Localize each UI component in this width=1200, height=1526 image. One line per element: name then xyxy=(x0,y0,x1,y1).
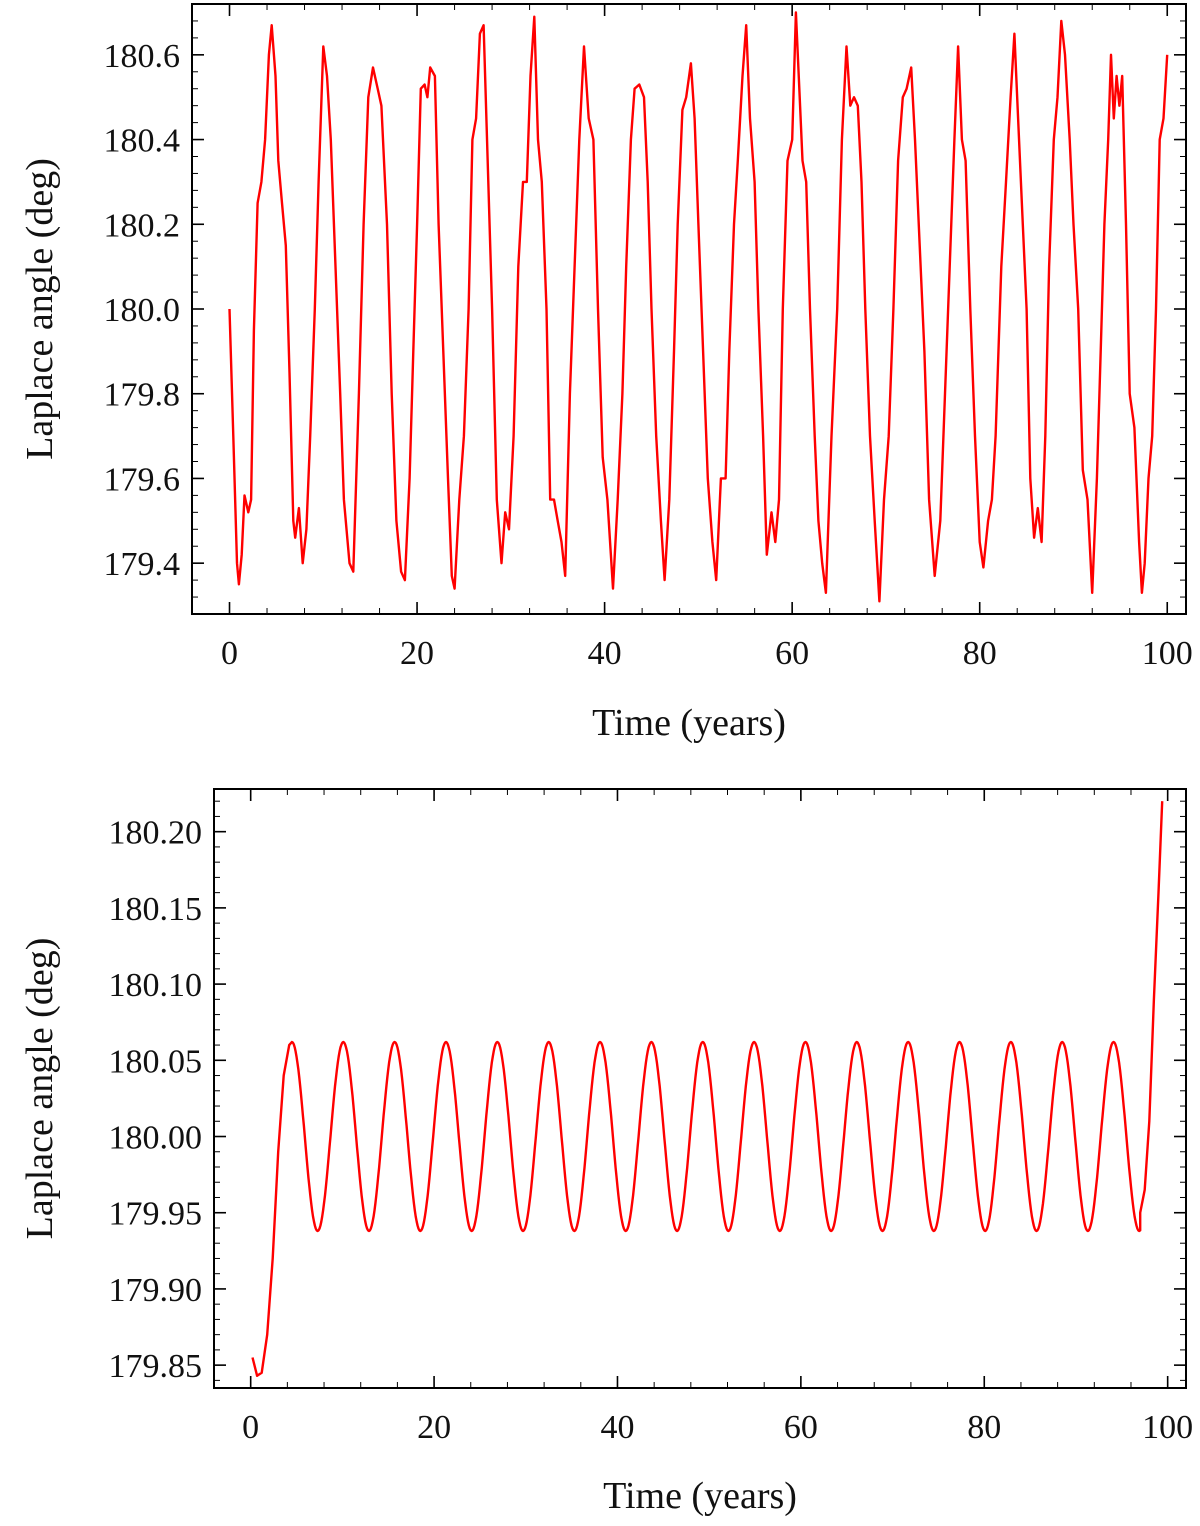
chart-bottom: 179.85 179.90 179.95 180.00 180.05 180.10 180.… xyxy=(19,788,1193,1517)
plot-frame-bottom xyxy=(213,788,1187,1389)
y-ticks-bottom: 179.85 179.90 179.95 180.00 180.05 180.10 180.… xyxy=(109,800,1186,1385)
y-tick-label: 179.95 xyxy=(109,1196,203,1233)
x-tick-label: 80 xyxy=(963,635,997,672)
y-axis-label-top: Laplace angle (deg) xyxy=(19,158,61,460)
y-tick-label: 180.0 xyxy=(104,292,181,329)
y-tick-label: 179.8 xyxy=(104,377,181,414)
x-tick-label: 100 xyxy=(1142,1409,1193,1446)
x-tick-label: 80 xyxy=(967,1409,1001,1446)
x-axis-label-top: Time (years) xyxy=(592,702,786,744)
y-tick-label: 180.2 xyxy=(104,207,181,244)
x-tick-label: 60 xyxy=(775,635,809,672)
y-ticks-top: 179.4 179.6 179.8 180.0 180.2 180.4 180.6 xyxy=(104,3,1186,615)
y-tick-label: 180.15 xyxy=(109,891,203,928)
x-tick-label: 60 xyxy=(784,1409,818,1446)
y-tick-label: 180.6 xyxy=(104,38,181,75)
y-tick-label: 179.90 xyxy=(109,1272,203,1309)
chart-top: 179.4 179.6 179.8 180.0 180.2 180.4 180.6 0 20 4… xyxy=(19,3,1193,744)
y-tick-label: 180.20 xyxy=(109,815,203,852)
y-tick-label: 179.85 xyxy=(109,1348,203,1385)
x-tick-label: 20 xyxy=(417,1409,451,1446)
x-tick-label: 100 xyxy=(1142,635,1193,672)
x-ticks-bottom: 0 20 40 60 80 100 xyxy=(242,789,1193,1446)
x-tick-label: 40 xyxy=(600,1409,634,1446)
x-tick-label: 20 xyxy=(400,635,434,672)
series-line-bottom xyxy=(251,801,1164,1377)
y-tick-label: 180.4 xyxy=(104,123,181,160)
x-tick-label: 0 xyxy=(242,1409,259,1446)
y-axis-label-bottom: Laplace angle (deg) xyxy=(19,938,61,1240)
y-tick-label: 179.4 xyxy=(104,546,181,583)
series-line-top xyxy=(228,11,1169,603)
x-tick-label: 0 xyxy=(221,635,238,672)
x-ticks-top: 0 20 40 60 80 100 xyxy=(221,4,1193,672)
y-tick-label: 180.10 xyxy=(109,967,203,1004)
x-tick-label: 40 xyxy=(588,635,622,672)
x-axis-label-bottom: Time (years) xyxy=(603,1475,797,1517)
y-tick-label: 180.00 xyxy=(109,1120,203,1157)
y-tick-label: 180.05 xyxy=(109,1043,203,1080)
y-tick-label: 179.6 xyxy=(104,461,181,498)
